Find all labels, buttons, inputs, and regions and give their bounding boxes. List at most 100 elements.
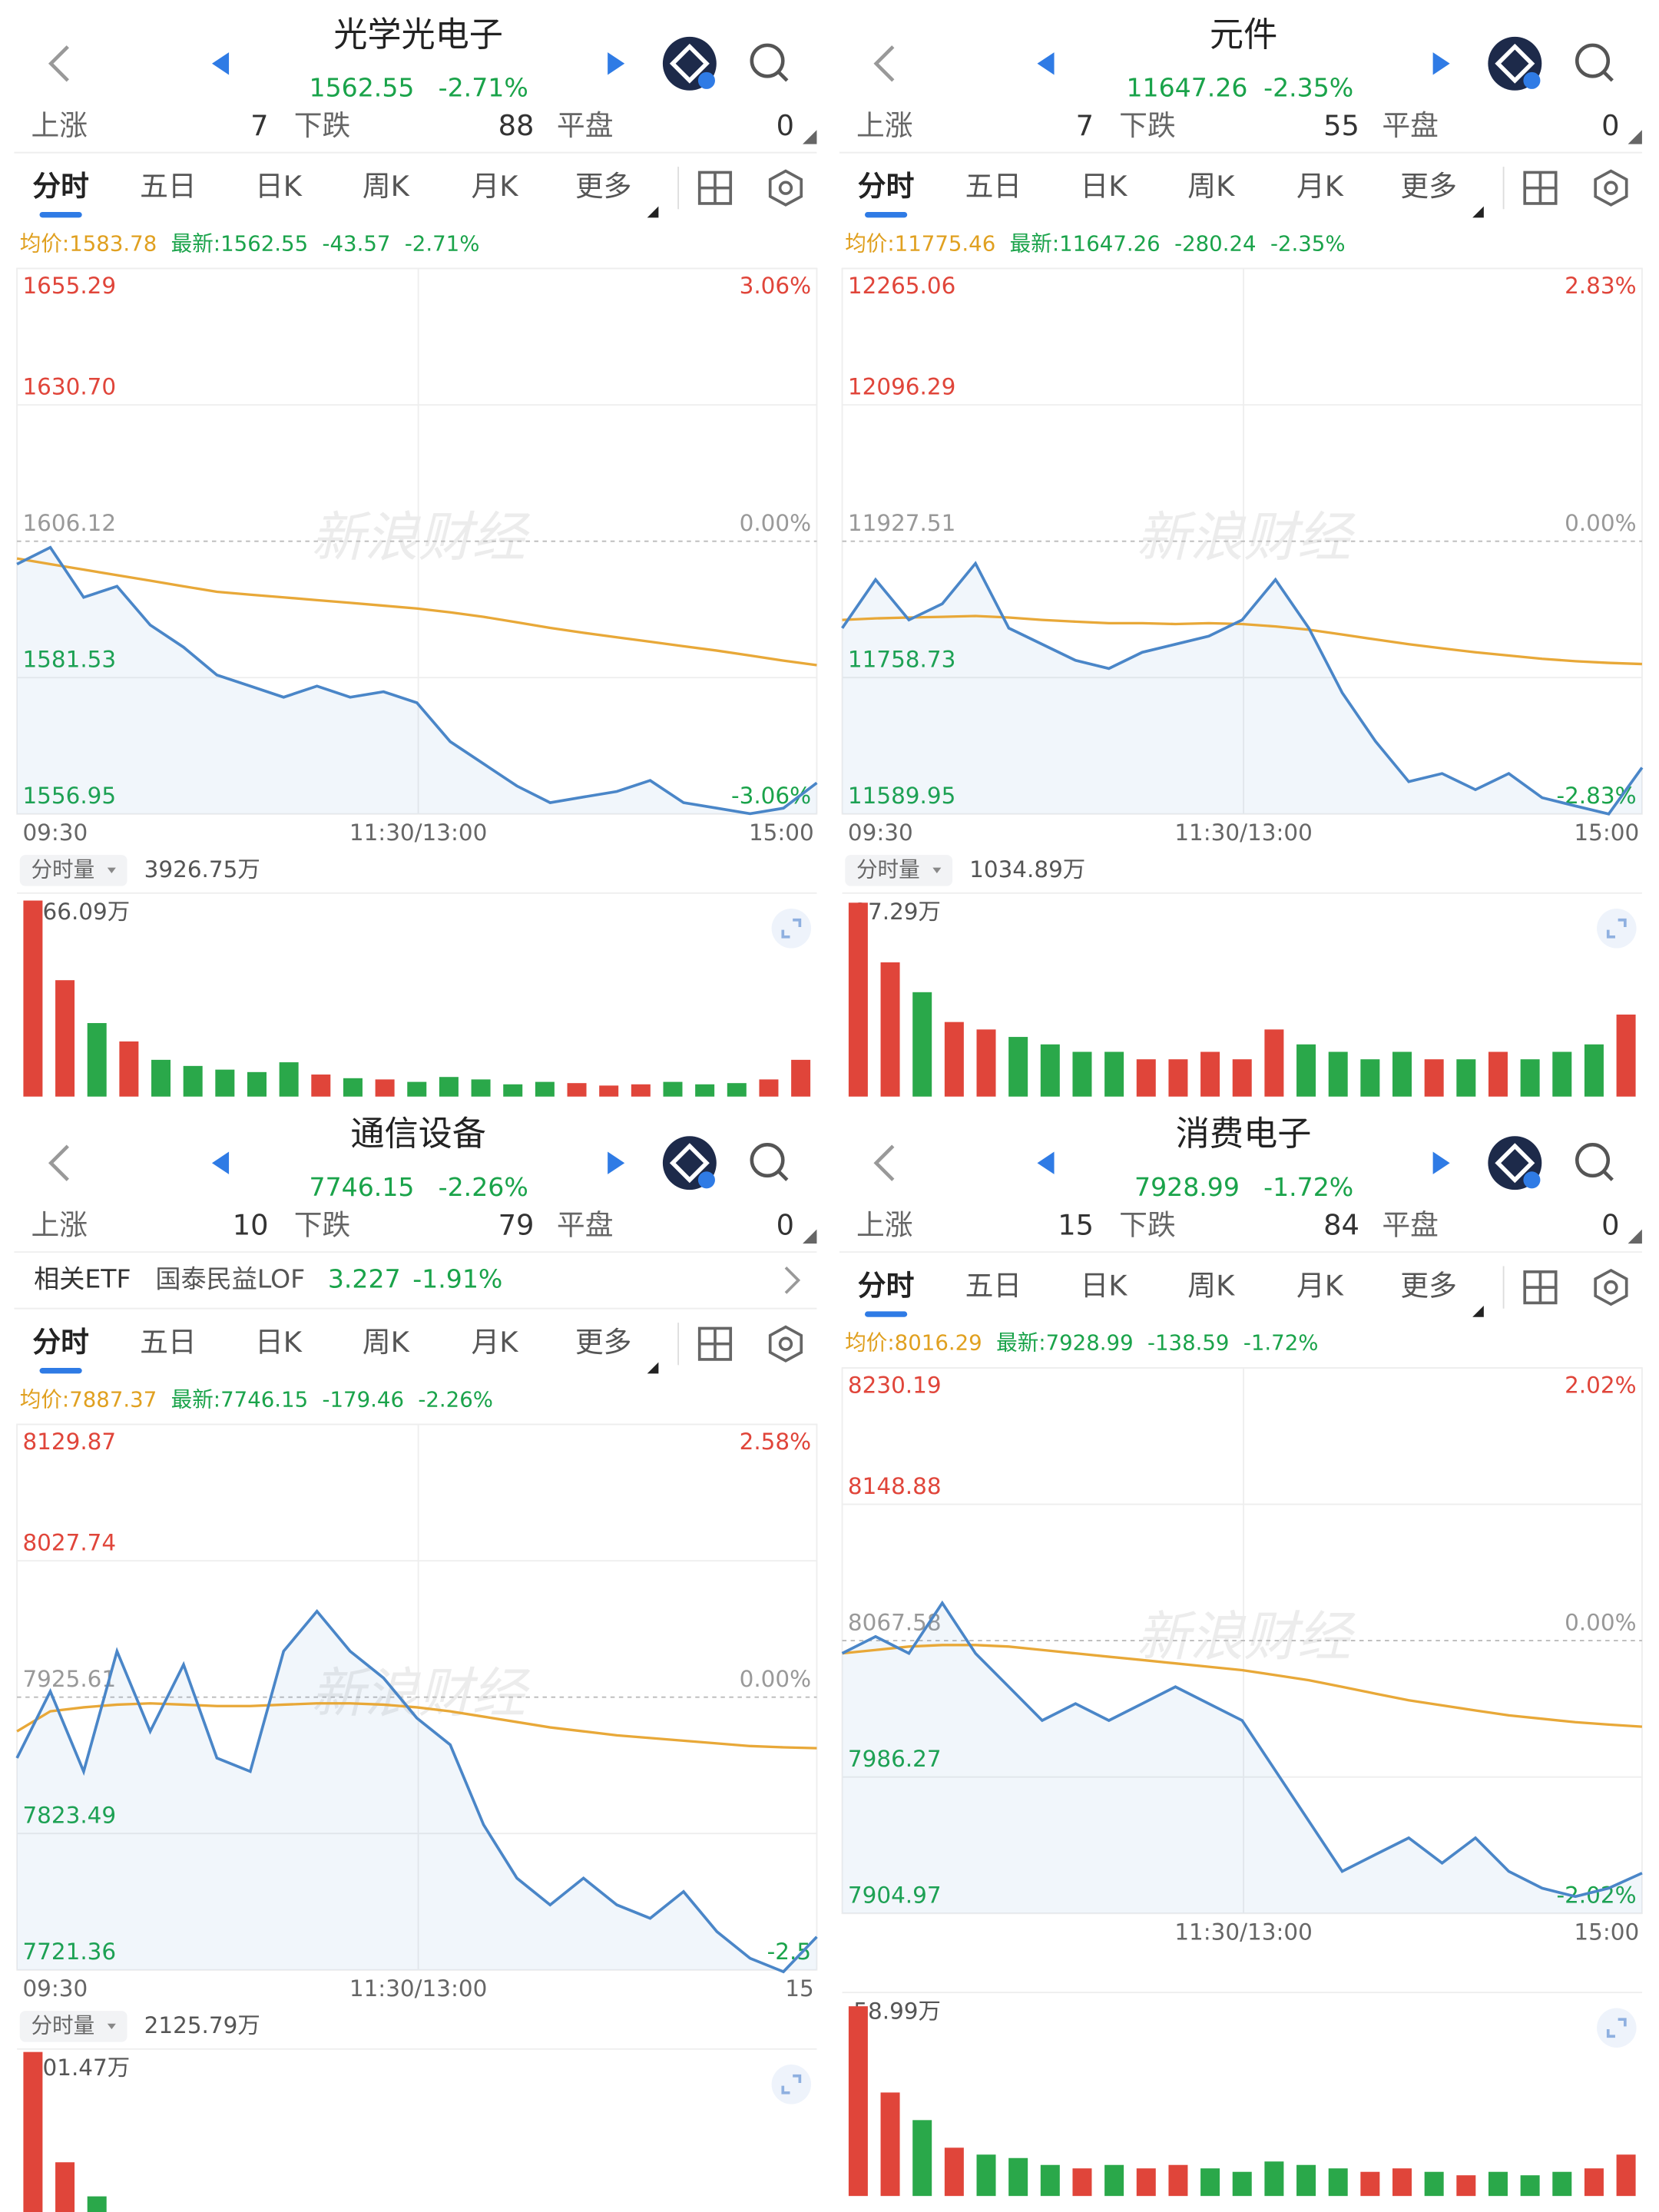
volume-total: 3926.75万 <box>144 856 260 882</box>
up-count: 7 <box>1076 109 1094 142</box>
volume-bar <box>1040 1044 1060 1097</box>
watermark: 新浪财经 <box>311 1663 531 1725</box>
next-button[interactable] <box>608 52 625 75</box>
back-button[interactable] <box>48 45 69 82</box>
right-tick-label: 0.00% <box>740 1666 811 1692</box>
back-button[interactable] <box>48 1144 69 1181</box>
expand-button[interactable] <box>1597 909 1637 949</box>
tab[interactable]: 日K <box>1080 170 1128 203</box>
back-button[interactable] <box>873 45 895 82</box>
back-button[interactable] <box>873 1144 895 1181</box>
volume-bar <box>1520 2175 1540 2197</box>
tab[interactable]: 分时 <box>32 1326 89 1359</box>
y-tick-label: 7904.97 <box>848 1883 942 1909</box>
tab[interactable]: 日K <box>255 1326 303 1359</box>
tab[interactable]: 周K <box>363 1326 410 1359</box>
tab[interactable]: 更多 <box>1400 170 1457 203</box>
corner-mark <box>803 1229 817 1244</box>
tab[interactable]: 五日 <box>965 170 1022 203</box>
tab[interactable]: 周K <box>1187 170 1235 203</box>
tab[interactable]: 五日 <box>965 1270 1022 1303</box>
tab[interactable]: 更多 <box>575 1326 632 1359</box>
x-tick-label: 11:30/13:00 <box>1174 1919 1313 1945</box>
watermark: 新浪财经 <box>311 507 531 569</box>
expand-button[interactable] <box>771 909 812 949</box>
tab[interactable]: 分时 <box>858 1270 915 1303</box>
etf-row[interactable]: 相关ETF 国泰民益LOF 3.227 -1.91% <box>34 1263 801 1294</box>
prev-button[interactable] <box>1037 52 1055 75</box>
x-tick-label: 09:30 <box>22 820 88 846</box>
volume-bar <box>279 1062 299 1097</box>
volume-bar <box>880 962 900 1097</box>
flat-label: 平盘 <box>1382 1209 1439 1242</box>
volume-selector[interactable] <box>845 855 953 886</box>
ai-button[interactable] <box>1488 1136 1542 1190</box>
tab[interactable]: 日K <box>1080 1270 1128 1303</box>
ai-button[interactable] <box>1488 36 1542 91</box>
tab[interactable]: 五日 <box>140 1326 197 1359</box>
y-tick-label: 1581.53 <box>22 647 116 673</box>
right-tick-label: 0.00% <box>740 510 811 536</box>
volume-bar <box>1104 2164 1124 2197</box>
prev-button[interactable] <box>1037 1151 1055 1174</box>
search-button[interactable] <box>1575 43 1614 82</box>
volume-bar <box>1424 1059 1444 1097</box>
search-icon-handle <box>1602 71 1614 82</box>
etf-change: -1.91% <box>412 1263 502 1293</box>
tab[interactable]: 月K <box>1296 170 1344 203</box>
layout-icon-cross <box>699 1328 731 1359</box>
tab[interactable]: 周K <box>1187 1270 1235 1303</box>
tab[interactable]: 分时 <box>32 170 89 203</box>
volume-selector[interactable] <box>19 855 127 886</box>
tab[interactable]: 月K <box>471 1326 518 1359</box>
expand-button[interactable] <box>1597 2008 1637 2048</box>
layout-icon-cross <box>699 172 731 204</box>
ai-button[interactable] <box>662 1136 717 1190</box>
flat-label: 平盘 <box>557 1209 614 1242</box>
volume-bar <box>1008 1037 1028 1097</box>
volume-selector[interactable] <box>19 2011 127 2042</box>
volume-bar <box>944 1022 964 1097</box>
title: 光学光电子 <box>333 15 503 55</box>
search-button[interactable] <box>1575 1142 1614 1181</box>
ai-icon-diamond <box>669 1143 710 1184</box>
tab[interactable]: 更多 <box>575 170 632 203</box>
settings-button[interactable] <box>1594 1268 1628 1306</box>
tab[interactable]: 五日 <box>140 170 197 203</box>
volume-selector-arrow <box>107 2023 116 2030</box>
info-delta: -179.46 <box>323 1386 404 1412</box>
search-button[interactable] <box>750 43 789 82</box>
price-area <box>842 1603 1642 1914</box>
price-area <box>17 547 817 814</box>
avg-line <box>842 614 1642 666</box>
tab[interactable]: 月K <box>1296 1270 1344 1303</box>
y-tick-label: 1630.70 <box>22 374 116 400</box>
volume-bar <box>375 1079 395 1097</box>
down-label: 下跌 <box>1119 109 1176 142</box>
tab[interactable]: 更多 <box>1400 1270 1457 1303</box>
tab[interactable]: 分时 <box>858 170 915 203</box>
volume-bar <box>1040 2164 1060 2197</box>
next-button[interactable] <box>608 1151 625 1174</box>
y-tick-label: 8067.58 <box>848 1610 942 1636</box>
prev-button[interactable] <box>211 52 230 75</box>
settings-button[interactable] <box>768 1325 803 1363</box>
flat-count: 0 <box>777 1209 794 1242</box>
volume-bar <box>55 2162 75 2212</box>
prev-button[interactable] <box>211 1151 230 1174</box>
tab[interactable]: 月K <box>471 170 518 203</box>
volume-bar <box>1456 1059 1476 1097</box>
settings-icon-dot <box>1604 180 1618 195</box>
settings-button[interactable] <box>1594 169 1628 207</box>
down-count: 84 <box>1323 1209 1359 1242</box>
settings-button[interactable] <box>768 169 803 207</box>
next-button[interactable] <box>1432 1151 1450 1174</box>
ai-badge <box>697 71 715 89</box>
tab[interactable]: 日K <box>255 170 303 203</box>
next-button[interactable] <box>1432 52 1450 75</box>
tab[interactable]: 周K <box>363 170 410 203</box>
expand-button[interactable] <box>771 2065 812 2104</box>
search-button[interactable] <box>750 1142 789 1181</box>
ai-button[interactable] <box>662 36 717 91</box>
avg-line <box>16 1702 817 1750</box>
